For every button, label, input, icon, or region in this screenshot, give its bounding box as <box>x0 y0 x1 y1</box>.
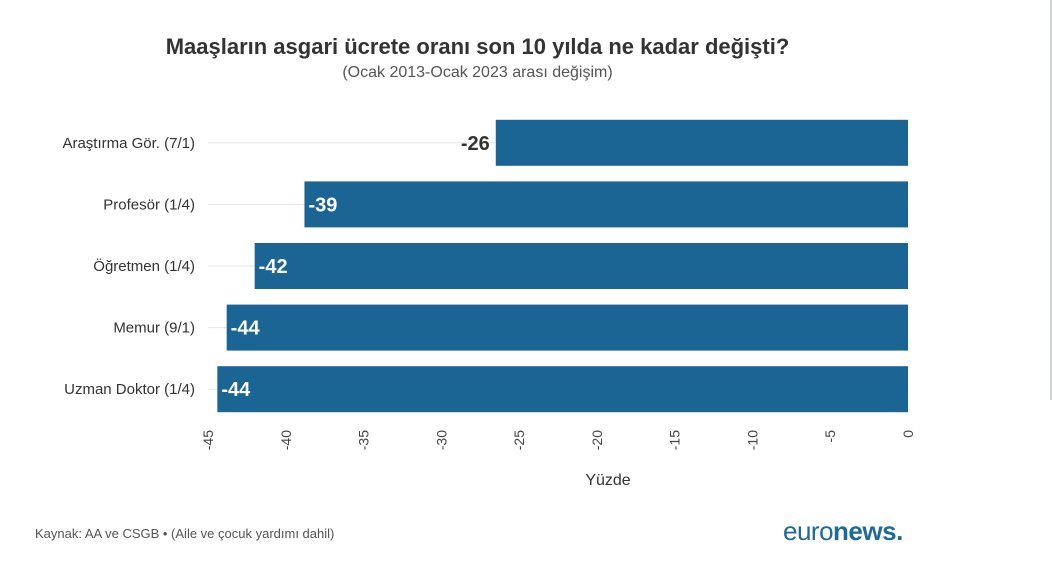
chart-subtitle: (Ocak 2013-Ocak 2023 arası değişim) <box>342 64 613 81</box>
x-tick-label: -25 <box>511 430 527 450</box>
bar <box>495 119 908 166</box>
logo-dot: . <box>896 516 903 546</box>
category-label: Uzman Doktor (1/4) <box>64 381 195 398</box>
x-tick-label: 0 <box>900 430 916 438</box>
x-tick-label: -10 <box>744 430 760 450</box>
x-tick-label: -45 <box>200 430 216 450</box>
chart-title: Maaşların asgari ücrete oranı son 10 yıl… <box>165 34 790 59</box>
data-label: -42 <box>259 256 288 278</box>
bar <box>304 181 908 228</box>
x-axis-label: Yüzde <box>585 472 630 489</box>
bar-chart: euronews.Araştırma Gör. (7/1)-26Profesör… <box>62 119 916 489</box>
bar <box>254 243 908 289</box>
x-tick-label: -15 <box>667 430 683 450</box>
logo-light: euro <box>783 516 834 546</box>
x-tick-label: -20 <box>589 430 605 450</box>
euronews-logo: euronews. <box>783 516 903 547</box>
data-label: -26 <box>461 133 490 155</box>
category-label: Öğretmen (1/4) <box>93 257 195 275</box>
category-label: Araştırma Gör. (7/1) <box>62 135 195 152</box>
data-label: -44 <box>221 379 251 401</box>
x-tick-label: -5 <box>822 430 838 443</box>
x-tick-label: -30 <box>433 430 449 450</box>
right-edge-divider <box>1050 0 1052 400</box>
bar <box>226 304 908 351</box>
x-tick-label: -40 <box>278 430 294 450</box>
bar <box>217 366 909 413</box>
logo-bold: news <box>833 516 897 546</box>
source-note: Kaynak: AA ve CSGB • (Aile ve çocuk yard… <box>35 526 335 541</box>
category-label: Profesör (1/4) <box>103 196 195 213</box>
data-label: -39 <box>308 194 337 216</box>
x-tick-label: -35 <box>356 430 372 450</box>
category-label: Memur (9/1) <box>113 320 195 337</box>
data-label: -44 <box>231 318 261 340</box>
